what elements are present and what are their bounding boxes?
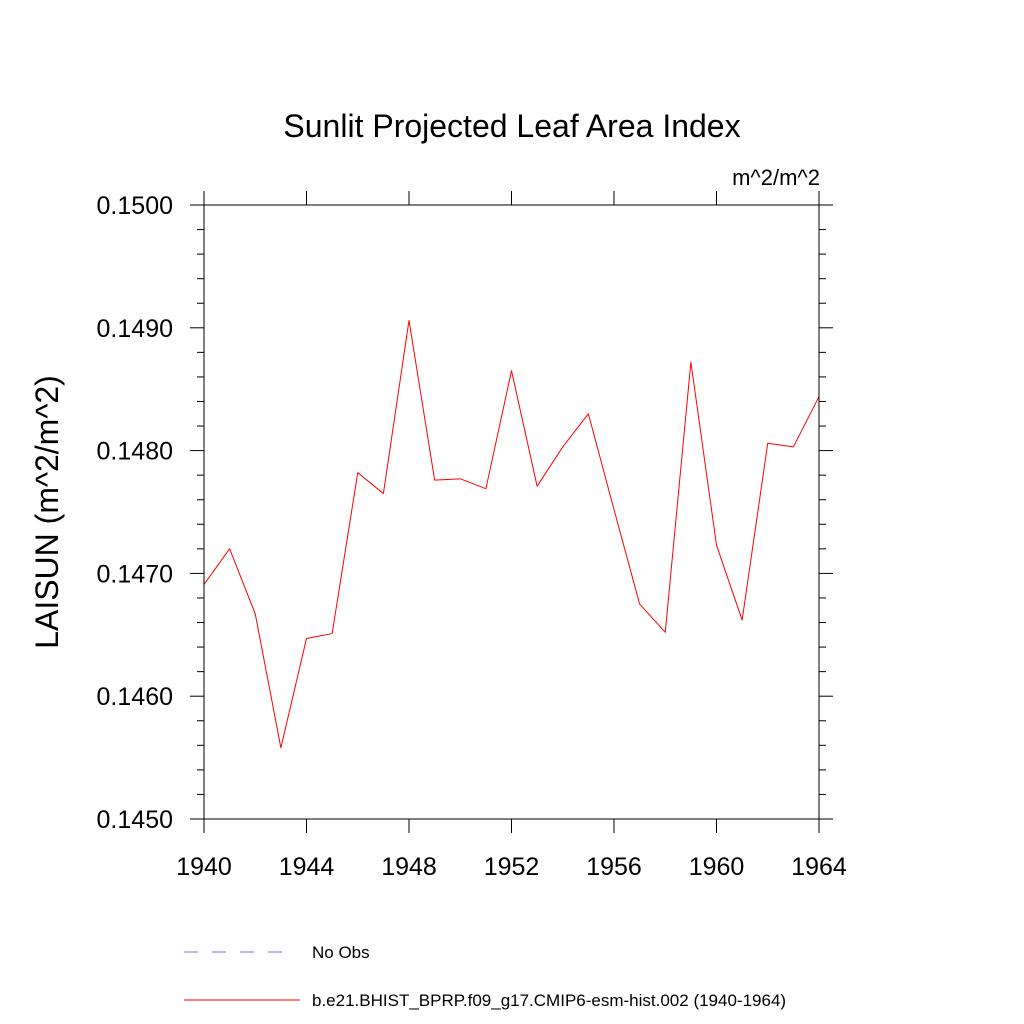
y-tick-label: 0.1490: [97, 315, 173, 343]
x-tick-label: 1956: [586, 853, 642, 881]
series-line: [203, 319, 820, 749]
x-tick-label: 1964: [791, 853, 847, 881]
x-tick-label: 1960: [689, 853, 745, 881]
y-tick-label: 0.1460: [97, 683, 173, 711]
legend-label-no-obs: No Obs: [312, 943, 370, 962]
y-tick-labels: 0.1450 0.1460 0.1470 0.1480 0.1490 0.1500: [97, 192, 173, 834]
x-tick-label: 1944: [279, 853, 335, 881]
chart-title: Sunlit Projected Leaf Area Index: [283, 108, 740, 144]
axis-ticks: [190, 191, 833, 833]
x-tick-label: 1948: [381, 853, 437, 881]
x-tick-labels: 1940 1944 1948 1952 1956 1960 1964: [176, 853, 847, 881]
plot-frame: [203, 204, 820, 820]
legend-label-model: b.e21.BHIST_BPRP.f09_g17.CMIP6-esm-hist.…: [312, 991, 786, 1010]
y-tick-label: 0.1480: [97, 438, 173, 466]
legend: No Obs b.e21.BHIST_BPRP.f09_g17.CMIP6-es…: [184, 943, 786, 1010]
y-tick-label: 0.1500: [97, 192, 173, 220]
units-label: m^2/m^2: [732, 165, 820, 190]
y-tick-label: 0.1470: [97, 560, 173, 588]
series-layer: [203, 319, 820, 749]
x-tick-label: 1952: [484, 853, 540, 881]
y-tick-label: 0.1450: [97, 806, 173, 834]
y-axis-label: LAISUN (m^2/m^2): [29, 375, 65, 649]
x-tick-label: 1940: [176, 853, 232, 881]
